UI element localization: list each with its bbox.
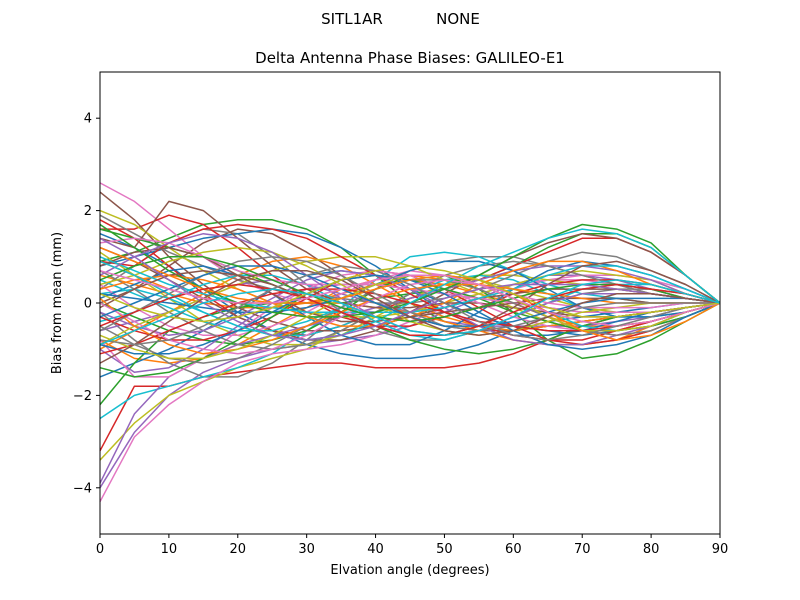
x-tick-label: 40: [367, 542, 384, 557]
chart-title: Delta Antenna Phase Biases: GALILEO-E1: [255, 49, 565, 67]
x-tick-label: 30: [298, 542, 315, 557]
y-axis-label: Bias from mean (mm): [50, 232, 65, 374]
y-axis: −4 −2 0 2 4: [73, 112, 100, 496]
x-tick-label: 70: [574, 542, 591, 557]
y-tick-label: 4: [84, 112, 92, 127]
series-group: [99, 182, 721, 503]
series-line-60: [99, 228, 721, 341]
series-line-64: [99, 283, 721, 337]
y-tick-label: 2: [84, 204, 92, 219]
y-tick-label: 0: [84, 297, 92, 312]
x-tick-label: 60: [505, 542, 522, 557]
x-tick-label: 0: [96, 542, 104, 557]
x-axis-label: Elvation angle (degrees): [330, 563, 489, 578]
y-tick-label: −4: [73, 481, 92, 496]
x-axis: 0 10 20 30 40 50 60 70 80 90: [96, 534, 728, 557]
x-tick-label: 90: [712, 542, 729, 557]
series-line-17: [99, 279, 721, 503]
y-tick-label: −2: [73, 389, 92, 404]
series-line-70: [99, 279, 721, 346]
model-label: NONE: [436, 10, 480, 28]
series-line-68: [99, 265, 721, 346]
x-tick-label: 80: [643, 542, 660, 557]
x-tick-label: 10: [161, 542, 178, 557]
station-label: SITL1AR: [321, 10, 383, 28]
x-tick-label: 20: [230, 542, 247, 557]
x-tick-label: 50: [436, 542, 453, 557]
series-line-69: [99, 265, 721, 323]
